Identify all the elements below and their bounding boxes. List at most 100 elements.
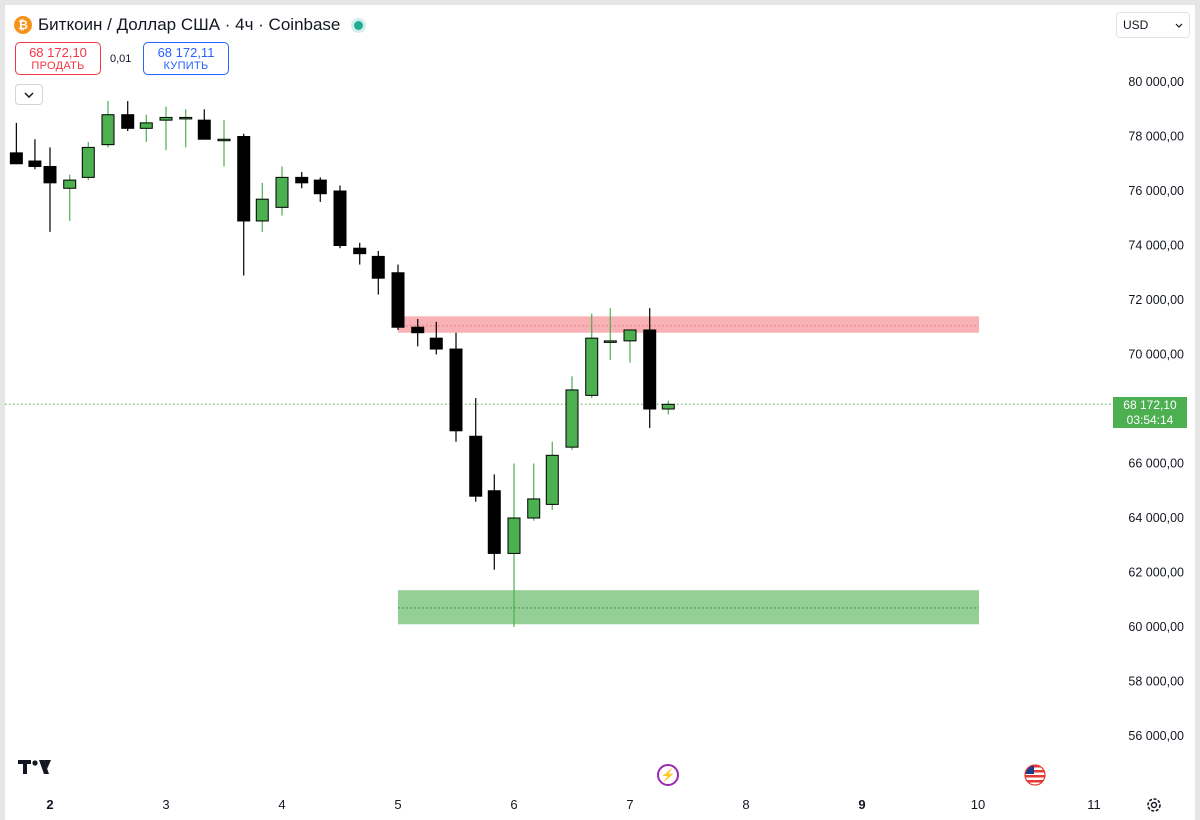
candle-body: [449, 348, 463, 432]
candle: [255, 182, 269, 232]
candle-body: [313, 179, 327, 195]
candle: [643, 308, 657, 429]
time-tick-label: 6: [510, 797, 517, 812]
buy-price: 68 172,11: [157, 44, 215, 60]
sell-price: 68 172,10: [29, 44, 87, 60]
candle: [217, 120, 231, 167]
candle: [313, 177, 327, 202]
candle-body: [565, 389, 579, 448]
price-tick-label: 66 000,00: [1128, 457, 1184, 471]
candle: [411, 319, 425, 347]
candle: [565, 376, 579, 450]
candle-body: [81, 146, 95, 178]
candle-body: [255, 198, 269, 222]
candle: [391, 264, 405, 330]
candle-body: [333, 190, 347, 246]
candle: [295, 171, 309, 189]
buy-label: КУПИТЬ: [163, 59, 209, 72]
time-tick-label: 11: [1087, 797, 1101, 812]
us-flag-icon[interactable]: [1024, 764, 1046, 786]
candle: [623, 329, 637, 363]
candle-body: [661, 403, 675, 410]
candle: [585, 313, 599, 399]
candle: [487, 474, 501, 570]
buy-button[interactable]: 68 172,11 КУПИТЬ: [143, 42, 229, 75]
candle-body: [411, 326, 425, 334]
candle: [197, 109, 211, 140]
candle: [28, 139, 42, 170]
gear-icon[interactable]: [1145, 796, 1163, 814]
chart-header: ₿ Биткоин / Доллар США · 4ч · Coinbase: [14, 14, 364, 36]
tradingview-logo[interactable]: [18, 757, 52, 777]
candle: [81, 141, 95, 181]
price-tick-label: 56 000,00: [1128, 729, 1184, 743]
price-tick-label: 58 000,00: [1128, 675, 1184, 689]
candle: [527, 463, 541, 521]
candle: [469, 398, 483, 502]
time-tick-label: 3: [162, 797, 169, 812]
candle: [139, 114, 153, 142]
candle: [333, 185, 347, 249]
candle-body: [643, 329, 657, 410]
candles-layer: [9, 101, 675, 627]
candle-body: [603, 340, 617, 343]
time-tick-label: 2: [46, 797, 53, 812]
candle: [179, 109, 193, 148]
candle-body: [527, 498, 541, 519]
candle-body: [429, 337, 443, 350]
candle-body: [179, 116, 193, 120]
candle-body: [63, 179, 77, 189]
currency-value: USD: [1123, 18, 1149, 32]
flash-icon[interactable]: ⚡: [657, 764, 679, 786]
time-tick-label: 8: [742, 797, 749, 812]
price-tick-label: 60 000,00: [1128, 620, 1184, 634]
candle-body: [139, 122, 153, 129]
candle-body: [391, 272, 405, 328]
candle-body: [469, 435, 483, 497]
candle: [371, 250, 385, 295]
time-tick-label: 9: [858, 797, 865, 812]
price-tick-label: 76 000,00: [1128, 184, 1184, 198]
candle-body: [237, 136, 251, 222]
candle-body: [623, 329, 637, 342]
chart-title[interactable]: Биткоин / Доллар США · 4ч · Coinbase: [38, 15, 341, 34]
candle-body: [487, 490, 501, 554]
candle: [661, 400, 675, 415]
candle: [43, 147, 57, 232]
price-tick-label: 80 000,00: [1128, 75, 1184, 89]
candle-body: [545, 454, 559, 505]
currency-select[interactable]: USD: [1116, 12, 1190, 38]
candle-body: [159, 116, 173, 121]
candle-body: [353, 247, 367, 255]
price-tick-label: 64 000,00: [1128, 511, 1184, 525]
time-axis: 2 3 4 5 6 7 8 9 10 11: [46, 797, 1100, 812]
sell-label: ПРОДАТЬ: [31, 59, 85, 72]
collapse-legend-button[interactable]: [15, 84, 43, 105]
support-zone: [398, 590, 979, 625]
sell-button[interactable]: 68 172,10 ПРОДАТЬ: [15, 42, 101, 75]
candle-body: [9, 152, 23, 165]
candle-body: [507, 517, 521, 554]
candle: [159, 106, 173, 151]
candle: [545, 441, 559, 510]
candle-body: [585, 337, 599, 396]
last-price-badge: 68 172,10 03:54:14: [1113, 397, 1187, 428]
candle: [237, 133, 251, 276]
candle-body: [371, 255, 385, 279]
candle-body: [28, 160, 42, 167]
price-tick-label: 62 000,00: [1128, 566, 1184, 580]
time-tick-label: 10: [971, 797, 985, 812]
candle: [429, 321, 443, 355]
candle-body: [101, 114, 115, 146]
chevron-down-icon: [1175, 23, 1183, 28]
candle-body: [275, 176, 289, 208]
bitcoin-icon: ₿: [14, 16, 32, 34]
time-tick-label: 7: [626, 797, 633, 812]
price-tick-label: 74 000,00: [1128, 239, 1184, 253]
live-status-dot: [354, 20, 364, 30]
price-tick-label: 72 000,00: [1128, 293, 1184, 307]
time-tick-label: 4: [278, 797, 285, 812]
candle: [121, 101, 135, 132]
